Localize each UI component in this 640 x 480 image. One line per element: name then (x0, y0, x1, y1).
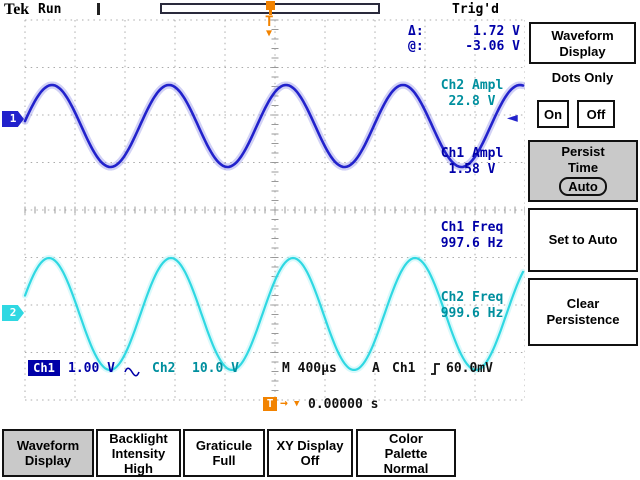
bottom-menu-color-palette[interactable]: Color Palette Normal (356, 429, 456, 477)
ch1-ground-marker: 1 (2, 111, 24, 127)
measurement-label: Ch1 Ampl (440, 146, 504, 161)
dots-only-label: Dots Only (551, 70, 614, 85)
rising-edge-icon (430, 361, 441, 380)
dots-only-off-button[interactable]: Off (577, 100, 615, 128)
button-label-line: Waveform (16, 438, 80, 453)
ch2-ground-marker: 2 (2, 305, 24, 321)
delay-arrow-icon: → (280, 396, 288, 411)
button-label-line: Palette (384, 445, 428, 461)
persist-time-button[interactable]: Persist Time Auto (528, 140, 638, 202)
button-label-line: Full (212, 453, 236, 468)
measurement-value: 997.6 Hz (440, 236, 504, 251)
button-label-line: Display (24, 453, 72, 468)
trigger-level-arrow-icon: ◄ (507, 110, 518, 126)
ac-coupling-icon (124, 362, 140, 381)
delay-marker-icon: ▼ (294, 399, 300, 409)
dots-only-on-button[interactable]: On (537, 100, 569, 128)
bottom-menu-graticule[interactable]: Graticule Full (183, 429, 265, 477)
ch1-scale-value: 1.00 V (68, 361, 115, 376)
cursor-delta-label: Δ: (408, 24, 424, 39)
trigger-source: Ch1 (392, 361, 416, 376)
measurement-ch1-ampl: Ch1 Ampl 1.58 V (428, 146, 516, 178)
set-to-auto-button[interactable]: Set to Auto (528, 208, 638, 272)
trigger-position-marker (266, 1, 275, 10)
bottom-menu-xy-display[interactable]: XY Display Off (267, 429, 353, 477)
measurement-ch2-freq: Ch2 Freq 999.6 Hz (428, 290, 516, 322)
side-menu-title-line2: Display (559, 44, 606, 59)
tek-logo: Tek (4, 1, 30, 18)
persist-time-line1: Persist (561, 144, 605, 159)
cursor-delta-value: 1.72 V (473, 24, 520, 39)
side-menu-title: Waveform Display (529, 22, 636, 64)
clear-persistence-line1: Clear (566, 296, 600, 311)
button-label-line: Off (300, 453, 320, 468)
clear-persistence-button[interactable]: Clear Persistence (528, 278, 638, 346)
ch1-scale-badge: Ch1 (28, 360, 60, 376)
button-label-line: Intensity (111, 445, 166, 461)
bottom-menu-waveform-display[interactable]: Waveform Display (2, 429, 94, 477)
measurement-ch2-ampl: Ch2 Ampl 22.8 V (428, 78, 516, 110)
trigger-mode: A (372, 361, 380, 376)
button-label-line: XY Display (276, 438, 344, 453)
cursor-at-label: @: (408, 39, 424, 54)
trigger-time-arrow-icon: ▼ (266, 28, 273, 39)
header-divider (97, 3, 100, 15)
measurement-ch1-freq: Ch1 Freq 997.6 Hz (428, 220, 516, 252)
bottom-menu-backlight-intensity[interactable]: Backlight Intensity High (96, 429, 181, 477)
button-label-line: Color (389, 430, 423, 446)
graticule-and-waveforms (21, 19, 525, 401)
clear-persistence-line2: Persistence (546, 312, 620, 327)
acquisition-status: Run (38, 2, 62, 17)
cursor-at-value: -3.06 V (465, 39, 520, 54)
button-label-line: Normal (383, 460, 429, 476)
side-menu-title-line1: Waveform (551, 28, 614, 43)
measurement-value: 1.58 V (448, 162, 496, 177)
persist-time-value: Auto (559, 177, 607, 196)
button-label-line: Backlight (109, 430, 168, 446)
button-label-line: High (124, 460, 153, 476)
measurement-value: 22.8 V (448, 94, 496, 109)
measurement-value: 999.6 Hz (440, 306, 504, 321)
delay-t-icon: T (263, 397, 277, 411)
measurement-label: Ch2 Freq (440, 290, 504, 305)
trigger-time-flag: T (265, 14, 274, 30)
ch2-scale-label: Ch2 (152, 361, 176, 376)
cursor-readout: Δ: 1.72 V @: -3.06 V (408, 24, 520, 54)
persist-time-line2: Time (567, 160, 599, 175)
button-label-line: Graticule (195, 438, 253, 453)
trigger-status: Trig'd (452, 2, 499, 17)
trigger-level-readout: 60.0mV (446, 361, 493, 376)
timebase-readout: M 400µs (282, 361, 337, 376)
measurement-label: Ch2 Ampl (440, 78, 504, 93)
delay-time-readout: 0.00000 s (308, 397, 379, 412)
ch2-scale-value: 10.0 V (192, 361, 239, 376)
measurement-label: Ch1 Freq (440, 220, 504, 235)
